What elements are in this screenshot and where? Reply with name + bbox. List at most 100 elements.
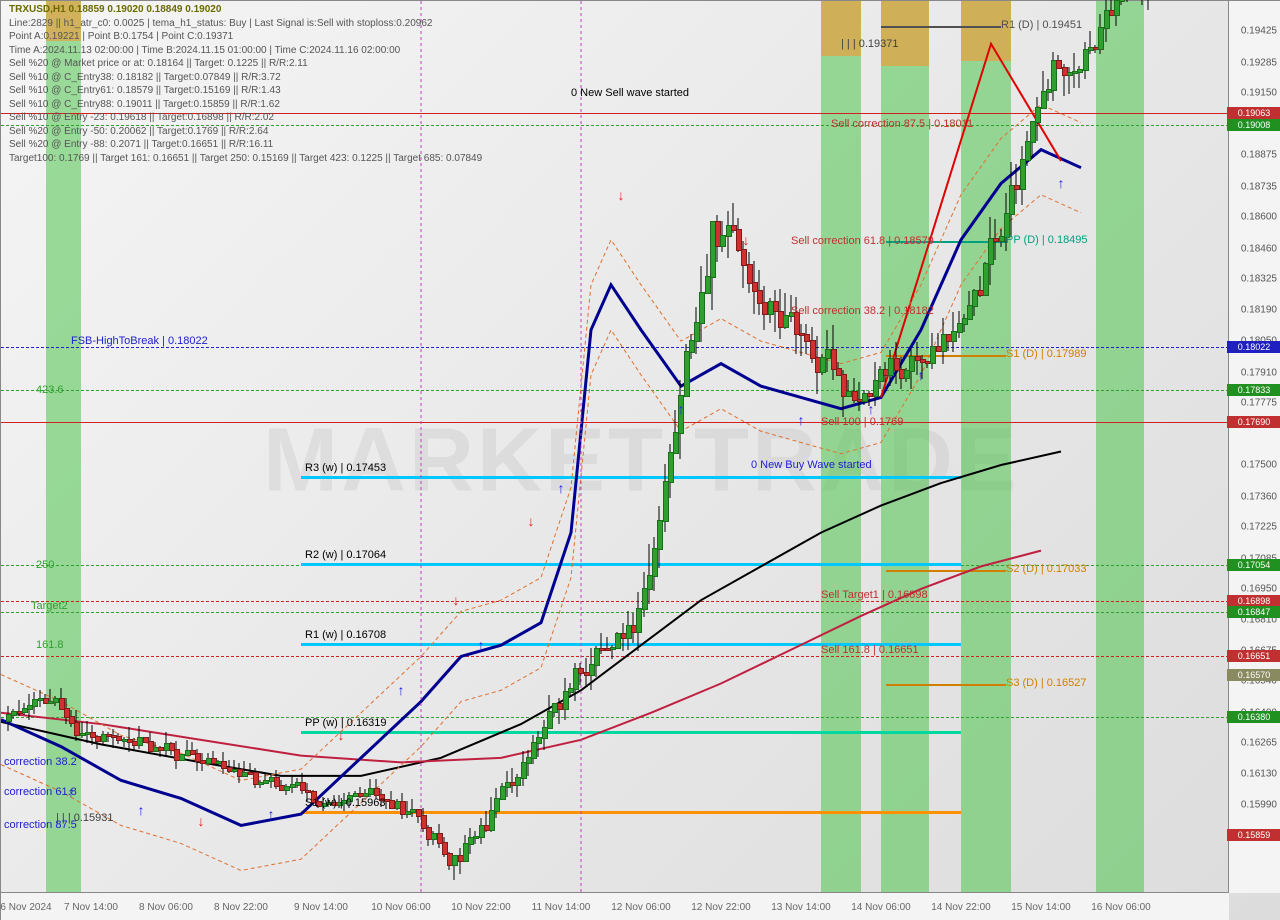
daily-pivot-label: S1 (D) | 0.17989 xyxy=(1006,348,1087,360)
session-zone-cap xyxy=(881,1,929,66)
annotation: Sell correction 87.5 | 0.18011 xyxy=(831,118,973,130)
pivot-line xyxy=(301,476,961,479)
daily-pivot-line xyxy=(886,570,1006,572)
y-tick: 0.18735 xyxy=(1241,181,1277,192)
x-tick: 14 Nov 06:00 xyxy=(851,902,911,913)
daily-pivot-label: R1 (D) | 0.19451 xyxy=(1001,19,1082,31)
annotation: 161.8 xyxy=(36,639,64,651)
horizontal-line xyxy=(1,656,1229,657)
y-price-box: 0.17690 xyxy=(1227,416,1280,428)
pivot-line xyxy=(301,731,961,734)
pivot-label: R1 (w) | 0.16708 xyxy=(305,629,386,641)
y-tick: 0.19285 xyxy=(1241,57,1277,68)
session-zone xyxy=(961,1,1011,893)
y-tick: 0.17360 xyxy=(1241,491,1277,502)
y-price-box: 0.16570 xyxy=(1227,669,1280,681)
daily-pivot-line xyxy=(886,355,1006,357)
y-tick: 0.17225 xyxy=(1241,521,1277,532)
y-price-box: 0.15859 xyxy=(1227,829,1280,841)
y-tick: 0.16265 xyxy=(1241,738,1277,749)
x-tick: 12 Nov 06:00 xyxy=(611,902,671,913)
info-line: Line:2829 || h1_atr_c0: 0.0025 | tema_h1… xyxy=(9,17,482,31)
y-tick: 0.16950 xyxy=(1241,583,1277,594)
y-tick: 0.17500 xyxy=(1241,460,1277,471)
y-tick: 0.15990 xyxy=(1241,800,1277,811)
annotation: 0 New Buy Wave started xyxy=(751,459,872,471)
daily-pivot-label: S3 (D) | 0.16527 xyxy=(1006,677,1087,689)
y-price-box: 0.16380 xyxy=(1227,711,1280,723)
info-line: Sell %20 @ Entry -88: 0.2071 || Target:0… xyxy=(9,138,482,152)
x-tick: 12 Nov 22:00 xyxy=(691,902,751,913)
x-tick: 11 Nov 14:00 xyxy=(532,902,591,913)
y-tick: 0.17775 xyxy=(1241,398,1277,409)
session-zone-cap xyxy=(961,1,1011,61)
arrow-up-icon: ↑ xyxy=(268,806,275,822)
arrow-up-icon: ↑ xyxy=(138,802,145,818)
pivot-label: S1 (w) | 0.15963 xyxy=(305,797,386,809)
y-tick: 0.19150 xyxy=(1241,88,1277,99)
daily-pivot-line xyxy=(886,684,1006,686)
arrow-down-icon: ↓ xyxy=(528,513,535,529)
y-price-box: 0.19008 xyxy=(1227,119,1280,131)
x-tick: 14 Nov 22:00 xyxy=(931,902,991,913)
info-line: Sell %10 @ C_Entry61: 0.18579 || Target:… xyxy=(9,84,482,98)
x-tick: 16 Nov 06:00 xyxy=(1091,902,1151,913)
y-tick: 0.17910 xyxy=(1241,367,1277,378)
arrow-up-icon: ↑ xyxy=(558,480,565,496)
horizontal-line xyxy=(1,422,1229,423)
line-label: Sell Target1 | 0.16898 xyxy=(821,589,928,601)
pivot-label: R2 (w) | 0.17064 xyxy=(305,549,386,561)
arrow-down-icon: ↓ xyxy=(338,727,345,743)
arrow-up-icon: ↑ xyxy=(478,637,485,653)
annotation: | | | 0.19371 xyxy=(841,38,899,50)
pivot-label: PP (w) | 0.16319 xyxy=(305,717,387,729)
x-tick: 7 Nov 14:00 xyxy=(64,902,118,913)
y-tick: 0.16130 xyxy=(1241,768,1277,779)
y-price-box: 0.17833 xyxy=(1227,384,1280,396)
annotation: Sell 100 | 0.1769 xyxy=(821,416,903,428)
info-line: Target100: 0.1769 || Target 161: 0.16651… xyxy=(9,152,482,166)
info-line: Sell %10 @ C_Entry38: 0.18182 || Target:… xyxy=(9,71,482,85)
session-zone xyxy=(821,1,861,893)
y-price-box: 0.17054 xyxy=(1227,559,1280,571)
line-label: FSB-HighToBreak | 0.18022 xyxy=(71,335,208,347)
y-tick: 0.18325 xyxy=(1241,274,1277,285)
y-tick: 0.18460 xyxy=(1241,243,1277,254)
arrow-up-icon: ↑ xyxy=(398,682,405,698)
pivot-line xyxy=(301,563,961,566)
x-tick: 9 Nov 14:00 xyxy=(294,902,348,913)
horizontal-line xyxy=(1,390,1229,391)
annotation: 250 xyxy=(36,559,54,571)
x-tick: 8 Nov 06:00 xyxy=(139,902,193,913)
x-tick: 10 Nov 22:00 xyxy=(451,902,511,913)
annotation: Sell correction 38.2 | 0.18182 xyxy=(791,305,934,317)
annotation: 423.6 xyxy=(36,384,64,396)
y-price-box: 0.16651 xyxy=(1227,650,1280,662)
info-line: Point A:0.19221 | Point B:0.1754 | Point… xyxy=(9,30,482,44)
info-line: Sell %10 @ C_Entry88: 0.19011 || Target:… xyxy=(9,98,482,112)
line-label: Target2 xyxy=(31,600,68,612)
session-zone xyxy=(881,1,929,893)
y-tick: 0.18190 xyxy=(1241,304,1277,315)
y-tick: 0.19425 xyxy=(1241,26,1277,37)
y-price-box: 0.18022 xyxy=(1227,341,1280,353)
x-tick: 10 Nov 06:00 xyxy=(371,902,431,913)
daily-pivot-label: S2 (D) | 0.17033 xyxy=(1006,563,1087,575)
arrow-down-icon: ↓ xyxy=(743,232,750,248)
arrow-up-icon: ↑ xyxy=(868,401,875,417)
chart-container[interactable]: MARKET TRADE FSB-HighToBreak | 0.18022Se… xyxy=(0,0,1280,920)
x-tick: 6 Nov 2024 xyxy=(0,902,51,913)
daily-pivot-line xyxy=(881,26,1001,28)
x-axis: 6 Nov 20247 Nov 14:008 Nov 06:008 Nov 22… xyxy=(1,892,1229,920)
y-tick: 0.18875 xyxy=(1241,150,1277,161)
annotation: correction 87.5 xyxy=(4,819,77,831)
info-line: Time A:2024.11.13 02:00:00 | Time B:2024… xyxy=(9,44,482,58)
line-label: Sell 161.8 | 0.16651 xyxy=(821,644,919,656)
info-panel: TRXUSD,H1 0.18859 0.19020 0.18849 0.1902… xyxy=(9,3,482,165)
y-price-box: 0.19063 xyxy=(1227,107,1280,119)
arrow-up-icon: ↑ xyxy=(678,401,685,417)
annotation: correction 61.8 xyxy=(4,786,77,798)
symbol: TRXUSD,H1 xyxy=(9,4,66,15)
horizontal-line xyxy=(1,612,1229,613)
y-tick: 0.18600 xyxy=(1241,212,1277,223)
